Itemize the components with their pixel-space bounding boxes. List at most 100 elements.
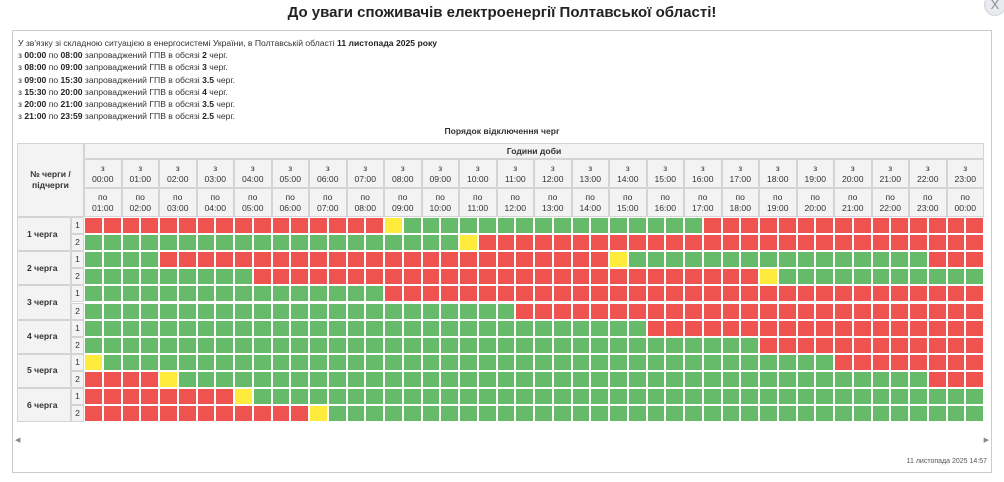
schedule-cell xyxy=(384,319,403,337)
hour-to-time: 02:00 xyxy=(129,202,151,213)
schedule-cell xyxy=(496,336,516,354)
schedule-cell xyxy=(815,388,834,406)
schedule-cell xyxy=(440,336,459,354)
schedule-cell xyxy=(946,302,966,320)
schedule-cell xyxy=(796,388,816,406)
schedule-cell xyxy=(627,353,647,371)
info-line-unit: черг. xyxy=(206,62,228,73)
schedule-cell xyxy=(609,302,628,320)
schedule-cell xyxy=(927,336,947,354)
schedule-cell xyxy=(271,234,291,252)
schedule-cell xyxy=(459,285,478,303)
hour-to-time: 01:00 xyxy=(91,202,114,213)
schedule-cell xyxy=(759,302,778,320)
hour-from-time: 02:00 xyxy=(166,173,189,184)
schedule-cell xyxy=(796,268,816,286)
hour-to-label: по 04:00 xyxy=(196,188,234,217)
schedule-cell xyxy=(421,353,441,371)
scroll-left-icon[interactable]: ◀ xyxy=(15,437,21,444)
schedule-cell xyxy=(290,388,309,406)
schedule-cell xyxy=(365,405,384,423)
schedule-cell xyxy=(946,353,966,371)
schedule-cell xyxy=(215,234,234,252)
schedule-cell xyxy=(552,234,572,252)
horizontal-scrollbar[interactable]: ◀ ▶ xyxy=(13,436,991,446)
hour-to-label: по 07:00 xyxy=(309,188,347,217)
schedule-cell xyxy=(84,388,103,406)
schedule-cell xyxy=(84,234,103,252)
schedule-cell xyxy=(646,234,666,252)
schedule-cell xyxy=(890,353,909,371)
schedule-cell xyxy=(646,336,666,354)
schedule-cell xyxy=(440,319,459,337)
schedule-cell xyxy=(665,285,684,303)
schedule-cell xyxy=(252,217,272,235)
schedule-cell xyxy=(834,353,853,371)
scroll-right-icon[interactable]: ▶ xyxy=(983,437,989,444)
subqueue-label: 1 xyxy=(71,285,84,303)
hour-to-label: по 08:00 xyxy=(346,188,384,217)
schedule-cell xyxy=(309,285,328,303)
schedule-cell xyxy=(534,302,553,320)
schedule-cell xyxy=(684,217,703,235)
schedule-cell xyxy=(346,217,366,235)
schedule-cell xyxy=(796,336,816,354)
hour-from-word: з xyxy=(850,162,855,173)
hour-from-time: 11:00 xyxy=(504,173,526,184)
hour-from-time: 23:00 xyxy=(954,173,976,184)
schedule-cell xyxy=(327,268,347,286)
schedule-cell xyxy=(834,217,853,235)
schedule-cell xyxy=(271,370,291,388)
schedule-cell xyxy=(759,268,778,286)
schedule-cell xyxy=(834,234,853,252)
schedule-cell xyxy=(84,285,103,303)
schedule-cell xyxy=(459,217,478,235)
schedule-cell xyxy=(609,234,628,252)
hour-from-word: з xyxy=(363,162,368,173)
schedule-cell xyxy=(140,302,159,320)
schedule-cell xyxy=(852,302,872,320)
schedule-cell xyxy=(534,353,553,371)
schedule-cell xyxy=(271,268,291,286)
schedule-cell xyxy=(571,353,591,371)
schedule-cell xyxy=(477,251,497,269)
hour-to-label: по 01:00 xyxy=(84,188,122,217)
schedule-cell xyxy=(84,405,103,423)
info-line-unit: черг. xyxy=(214,74,235,85)
schedule-cell xyxy=(927,370,947,388)
schedule-cell xyxy=(721,302,741,320)
schedule-cell xyxy=(627,251,647,269)
hour-to-label: по 00:00 xyxy=(946,188,984,217)
schedule-cell xyxy=(421,370,441,388)
hour-from-label: з 10:00 xyxy=(459,159,497,188)
schedule-cell xyxy=(890,234,909,252)
schedule-cell xyxy=(815,268,834,286)
schedule-cell xyxy=(552,336,572,354)
schedule-cell xyxy=(777,353,797,371)
schedule-cell xyxy=(796,234,816,252)
hour-to-label: по 12:00 xyxy=(496,188,534,217)
schedule-cell xyxy=(552,302,572,320)
schedule-cell xyxy=(384,217,403,235)
schedule-cell xyxy=(177,285,197,303)
schedule-cell xyxy=(365,319,384,337)
schedule-cell xyxy=(365,217,384,235)
schedule-cell xyxy=(552,285,572,303)
schedule-cell xyxy=(834,336,853,354)
schedule-cell xyxy=(890,336,909,354)
hour-from-time: 01:00 xyxy=(129,173,151,184)
schedule-cell xyxy=(796,285,816,303)
hour-to-label: по 22:00 xyxy=(871,188,909,217)
schedule-cell xyxy=(552,405,572,423)
schedule-cell xyxy=(740,302,759,320)
schedule-cell xyxy=(327,234,347,252)
schedule-cell xyxy=(159,268,178,286)
hours-header: Години доби xyxy=(84,143,984,159)
schedule-cell xyxy=(402,217,422,235)
schedule-cell xyxy=(646,388,666,406)
close-button[interactable]: X xyxy=(984,0,1004,16)
hour-from-word: з xyxy=(775,162,780,173)
info-line-amount: 3.5 xyxy=(202,74,215,85)
schedule-cell xyxy=(871,353,891,371)
schedule-cell xyxy=(927,234,947,252)
